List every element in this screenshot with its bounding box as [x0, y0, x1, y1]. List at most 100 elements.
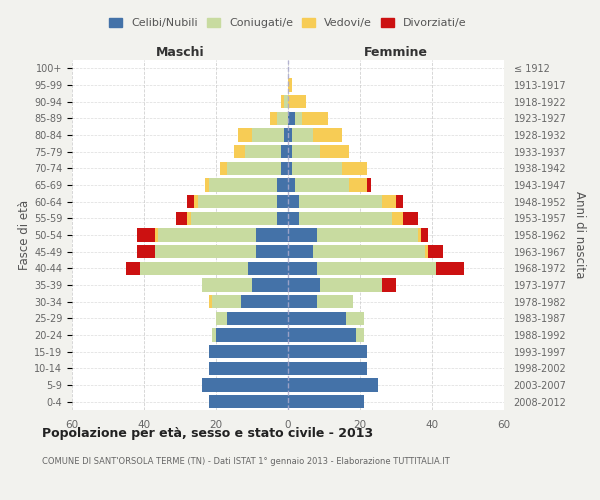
Bar	[209, 295, 212, 308]
Bar	[155, 245, 256, 258]
Bar	[295, 112, 302, 125]
Bar	[288, 112, 295, 125]
Bar	[428, 245, 443, 258]
Bar	[288, 345, 367, 358]
Bar	[158, 228, 256, 241]
Bar	[295, 178, 349, 192]
Text: COMUNE DI SANT'ORSOLA TERME (TN) - Dati ISTAT 1° gennaio 2013 - Elaborazione TUT: COMUNE DI SANT'ORSOLA TERME (TN) - Dati …	[42, 458, 450, 466]
Bar	[284, 95, 288, 108]
Bar	[281, 162, 288, 175]
Bar	[252, 128, 284, 141]
Bar	[403, 212, 418, 225]
Bar	[292, 162, 342, 175]
Bar	[302, 112, 328, 125]
Bar	[209, 362, 288, 375]
Bar	[421, 228, 428, 241]
Bar	[288, 195, 299, 208]
Bar	[346, 312, 364, 325]
Bar	[216, 328, 288, 342]
Bar	[140, 262, 248, 275]
Bar	[292, 145, 320, 158]
Text: Popolazione per età, sesso e stato civile - 2013: Popolazione per età, sesso e stato civil…	[42, 428, 373, 440]
Bar	[288, 78, 292, 92]
Bar	[436, 262, 464, 275]
Bar	[277, 178, 288, 192]
Bar	[281, 95, 284, 108]
Bar	[281, 145, 288, 158]
Bar	[202, 378, 288, 392]
Bar	[288, 145, 292, 158]
Bar	[187, 195, 194, 208]
Bar	[288, 212, 299, 225]
Bar	[194, 195, 198, 208]
Bar	[299, 195, 382, 208]
Bar	[342, 162, 367, 175]
Bar	[234, 145, 245, 158]
Bar	[212, 295, 241, 308]
Bar	[288, 378, 378, 392]
Bar	[317, 228, 418, 241]
Bar	[227, 312, 288, 325]
Bar	[205, 178, 209, 192]
Bar	[320, 278, 382, 291]
Bar	[256, 245, 288, 258]
Bar	[313, 245, 425, 258]
Bar	[396, 195, 403, 208]
Bar	[292, 128, 313, 141]
Legend: Celibi/Nubili, Coniugati/e, Vedovi/e, Divorziati/e: Celibi/Nubili, Coniugati/e, Vedovi/e, Di…	[105, 13, 471, 32]
Text: Femmine: Femmine	[364, 46, 428, 59]
Bar	[216, 312, 227, 325]
Bar	[288, 278, 320, 291]
Bar	[284, 128, 288, 141]
Bar	[418, 228, 421, 241]
Bar	[209, 178, 277, 192]
Bar	[382, 195, 396, 208]
Bar	[288, 395, 364, 408]
Bar	[137, 228, 155, 241]
Bar	[367, 178, 371, 192]
Bar	[248, 262, 288, 275]
Bar	[245, 145, 281, 158]
Bar	[202, 278, 252, 291]
Bar	[288, 128, 292, 141]
Bar	[382, 278, 396, 291]
Bar	[277, 212, 288, 225]
Bar	[241, 295, 288, 308]
Bar	[209, 395, 288, 408]
Bar	[313, 128, 342, 141]
Bar	[288, 178, 295, 192]
Bar	[317, 295, 353, 308]
Bar	[209, 345, 288, 358]
Bar	[155, 228, 158, 241]
Bar	[349, 178, 367, 192]
Bar	[288, 162, 292, 175]
Bar	[220, 162, 227, 175]
Bar	[299, 212, 392, 225]
Bar	[256, 228, 288, 241]
Bar	[288, 312, 346, 325]
Bar	[288, 262, 317, 275]
Bar	[277, 112, 288, 125]
Bar	[288, 328, 356, 342]
Bar	[176, 212, 187, 225]
Bar	[356, 328, 364, 342]
Bar	[425, 245, 428, 258]
Bar	[191, 212, 277, 225]
Bar	[277, 195, 288, 208]
Bar	[252, 278, 288, 291]
Bar	[288, 295, 317, 308]
Bar	[270, 112, 277, 125]
Bar	[392, 212, 403, 225]
Bar	[238, 128, 252, 141]
Bar	[227, 162, 281, 175]
Bar	[187, 212, 191, 225]
Bar	[137, 245, 155, 258]
Bar	[288, 362, 367, 375]
Y-axis label: Anni di nascita: Anni di nascita	[573, 192, 586, 278]
Y-axis label: Fasce di età: Fasce di età	[18, 200, 31, 270]
Bar	[288, 95, 306, 108]
Bar	[288, 245, 313, 258]
Bar	[320, 145, 349, 158]
Text: Maschi: Maschi	[155, 46, 205, 59]
Bar	[126, 262, 140, 275]
